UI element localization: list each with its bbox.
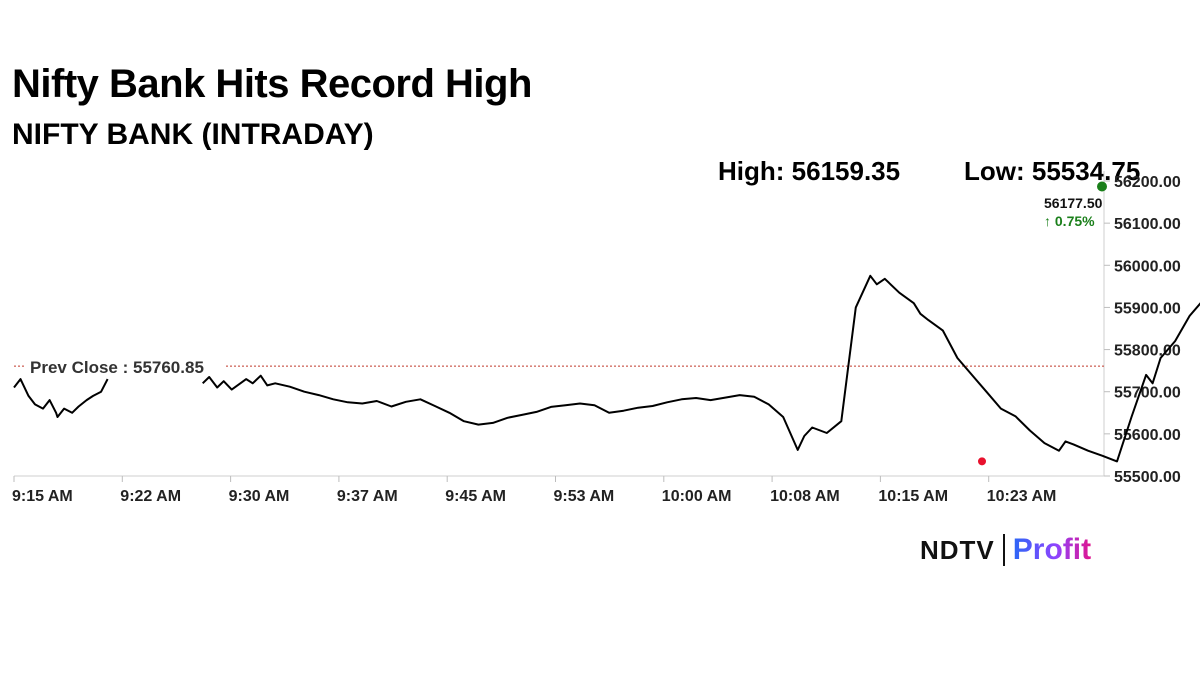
y-tick-label: 56000.00 (1114, 258, 1181, 275)
price-line (202, 274, 1200, 463)
y-tick-label: 55500.00 (1114, 469, 1181, 486)
x-tick-label: 9:15 AM (12, 488, 73, 505)
last-price-label: 56177.50 (1044, 195, 1103, 211)
y-tick-label: 55900.00 (1114, 300, 1181, 317)
ndtv-profit-logo: NDTV Profit (920, 532, 1091, 568)
chart-title: Nifty Bank Hits Record High (12, 62, 532, 106)
prev-close-label-bg (24, 355, 224, 378)
chart-subtitle: NIFTY BANK (INTRADAY) (12, 118, 374, 151)
low-stat: Low: 55534.75 (964, 156, 1141, 186)
x-tick-label: 9:45 AM (445, 488, 506, 505)
x-tick-label: 9:53 AM (554, 488, 615, 505)
x-tick-label: 10:15 AM (878, 488, 948, 505)
logo-ndtv: NDTV (920, 534, 995, 565)
last-price-marker (1097, 181, 1107, 192)
x-tick-label: 10:08 AM (770, 488, 840, 505)
prev-close-label: Prev Close : 55760.85 (30, 358, 204, 377)
session-low-marker (978, 457, 986, 466)
y-tick-label: 56200.00 (1114, 174, 1181, 191)
logo-profit: Profit (1012, 533, 1092, 566)
x-tick-label: 10:00 AM (662, 488, 732, 505)
price-line (13, 378, 109, 418)
y-tick-label: 55700.00 (1114, 385, 1181, 402)
y-tick-label: 56100.00 (1114, 216, 1181, 233)
logo-divider (1002, 534, 1005, 566)
high-stat: High: 56159.35 (718, 156, 901, 186)
y-tick-label: 55600.00 (1114, 427, 1181, 444)
x-tick-label: 10:23 AM (987, 488, 1057, 505)
change-label: ↑ 0.75% (1044, 213, 1095, 229)
x-tick-label: 9:37 AM (337, 488, 398, 505)
x-tick-label: 9:30 AM (229, 488, 290, 505)
x-tick-label: 9:22 AM (120, 488, 181, 505)
